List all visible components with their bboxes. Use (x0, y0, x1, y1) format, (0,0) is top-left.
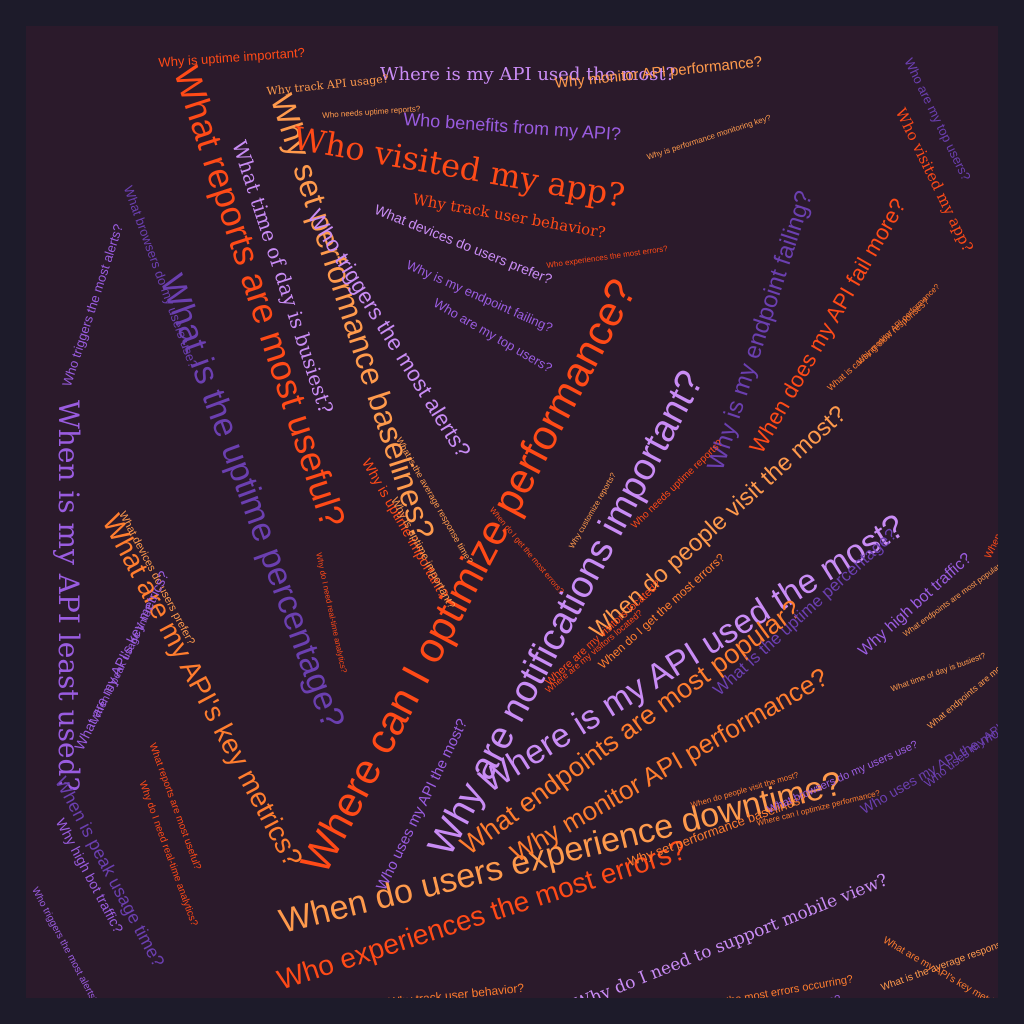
word: When does my API fail more? (983, 437, 998, 561)
word: What is the average response time? (879, 928, 998, 994)
word: Why track API usage? (265, 72, 390, 98)
word: Why is uptime important? (157, 44, 306, 70)
word: Where is my API used the most? (380, 64, 676, 85)
word-cloud: Where can I optimize performance? Why ar… (26, 26, 998, 998)
word: Who benefits from my API? (402, 109, 622, 145)
word: Why monitor API performance? (553, 53, 763, 92)
word: Why track user behavior? (387, 980, 525, 998)
word: Why is performance monitoring key? (645, 112, 772, 162)
word: Who triggers the most alerts? (29, 885, 101, 998)
word: Who triggers the most alerts? (59, 222, 126, 389)
word: What endpoints are most popular? (925, 635, 998, 731)
word: Who experiences the most errors? (545, 243, 669, 270)
word: Why high bot traffic? (855, 549, 975, 660)
word: When is peak usage time? (89, 603, 157, 725)
word: Why monitor API performance? (855, 282, 942, 366)
